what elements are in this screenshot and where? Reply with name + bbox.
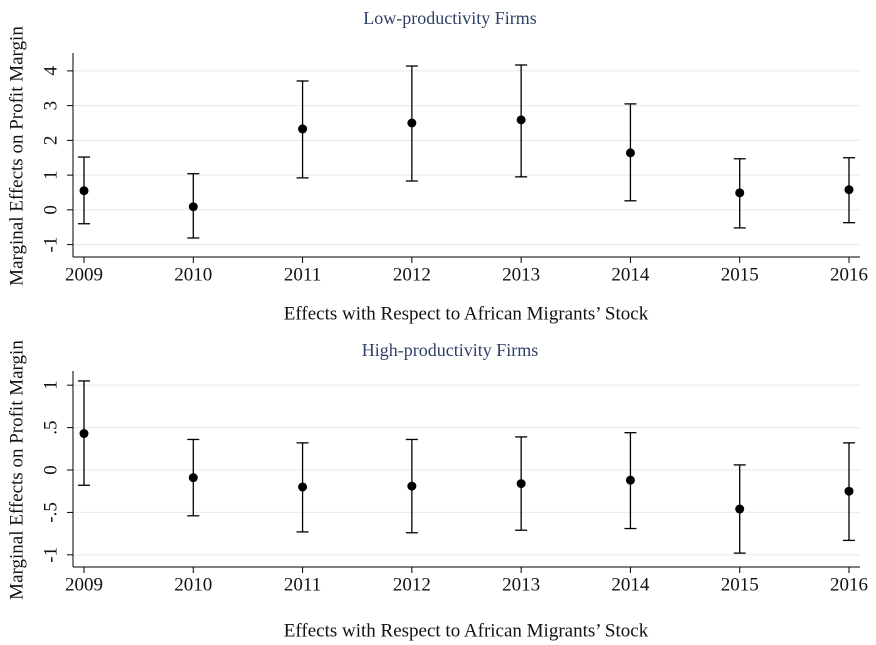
point bbox=[407, 481, 417, 491]
y-tick-label: 0 bbox=[40, 205, 61, 215]
point bbox=[188, 202, 198, 212]
point bbox=[844, 185, 854, 195]
x-tick-label: 2016 bbox=[830, 574, 868, 595]
y-tick-label: 4 bbox=[40, 66, 61, 76]
y-tick-label: -1 bbox=[40, 237, 61, 253]
y-tick-label: 0 bbox=[40, 465, 61, 475]
x-tick-label: 2015 bbox=[721, 574, 759, 595]
y-tick-label: .5 bbox=[40, 420, 61, 434]
x-tick-label: 2013 bbox=[502, 264, 540, 285]
point bbox=[844, 486, 854, 496]
x-tick-label: 2014 bbox=[611, 574, 650, 595]
y-tick-label: -.5 bbox=[40, 502, 61, 523]
y-tick-label: 1 bbox=[40, 380, 61, 390]
point bbox=[407, 118, 417, 128]
point bbox=[298, 124, 308, 134]
point bbox=[516, 115, 526, 125]
point bbox=[188, 473, 198, 483]
x-tick-label: 2010 bbox=[174, 574, 212, 595]
x-tick-label: 2016 bbox=[830, 264, 868, 285]
x-tick-label: 2012 bbox=[393, 264, 431, 285]
x-axis-label: Effects with Respect to African Migrants… bbox=[284, 620, 649, 641]
panel-title: Low-productivity Firms bbox=[363, 8, 537, 28]
x-tick-label: 2012 bbox=[393, 574, 431, 595]
point bbox=[625, 475, 635, 485]
x-tick-label: 2009 bbox=[65, 264, 103, 285]
y-axis-label: Marginal Effects on Profit Margin bbox=[6, 26, 27, 286]
x-tick-label: 2009 bbox=[65, 574, 103, 595]
panel-title: High-productivity Firms bbox=[362, 340, 539, 360]
y-tick-label: 1 bbox=[40, 170, 61, 180]
point bbox=[79, 186, 89, 196]
y-axis-label: Marginal Effects on Profit Margin bbox=[6, 340, 27, 600]
point bbox=[79, 429, 89, 439]
x-tick-label: 2015 bbox=[721, 264, 759, 285]
x-axis-label: Effects with Respect to African Migrants… bbox=[284, 303, 649, 324]
x-tick-label: 2014 bbox=[611, 264, 650, 285]
point bbox=[735, 504, 745, 514]
y-tick-label: 3 bbox=[40, 101, 61, 111]
point bbox=[625, 148, 635, 158]
point bbox=[298, 482, 308, 492]
x-tick-label: 2011 bbox=[284, 574, 321, 595]
x-tick-label: 2011 bbox=[284, 264, 321, 285]
x-tick-label: 2010 bbox=[174, 264, 212, 285]
y-tick-label: -1 bbox=[40, 547, 61, 563]
point bbox=[516, 479, 526, 489]
point bbox=[735, 188, 745, 198]
y-tick-label: 2 bbox=[40, 136, 61, 146]
x-tick-label: 2013 bbox=[502, 574, 540, 595]
